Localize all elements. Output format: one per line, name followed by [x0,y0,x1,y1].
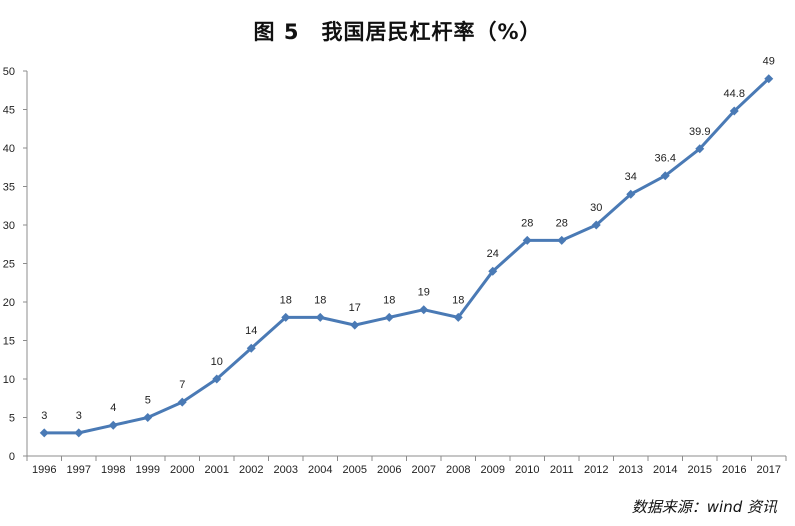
data-point [488,266,498,276]
data-point [143,413,153,422]
y-tick-label: 45 [3,105,15,117]
x-tick-label: 2016 [722,464,746,476]
data-label: 18 [314,294,326,306]
data-label: 10 [211,356,223,368]
x-tick-label: 2010 [515,464,539,476]
x-tick-label: 1998 [101,464,125,476]
y-tick-label: 40 [3,143,15,155]
y-tick-label: 25 [3,259,15,271]
y-tick-label: 15 [3,336,15,348]
y-tick-label: 5 [9,413,15,425]
chart-markers [39,74,774,438]
data-label: 17 [349,302,361,314]
x-tick-label: 2009 [481,464,505,476]
data-label: 28 [521,217,533,229]
data-point [695,144,705,154]
data-point [626,189,636,199]
y-tick-label: 50 [3,66,15,78]
x-tick-label: 2007 [412,464,436,476]
x-tick-label: 2008 [446,464,470,476]
source-note: 数据来源：wind 资讯 [631,498,777,516]
data-point [660,171,670,181]
data-label: 5 [145,395,151,407]
data-point [453,312,463,322]
series-line [44,77,770,435]
data-point [384,312,394,322]
y-tick-label: 30 [3,220,15,232]
data-label: 3 [41,410,47,422]
x-tick-label: 1996 [32,464,56,476]
x-tick-label: 2015 [688,464,712,476]
data-label: 34 [625,171,637,183]
data-point [764,74,774,84]
data-label: 39.9 [689,126,710,138]
data-point [557,235,567,245]
data-label: 36.4 [655,153,676,165]
data-label: 28 [556,217,568,229]
x-tick-label: 2006 [377,464,401,476]
x-tick-label: 2017 [757,464,781,476]
data-label: 4 [110,402,116,414]
x-tick-label: 1999 [136,464,160,476]
data-point [108,420,118,430]
y-tick-label: 20 [3,297,15,309]
data-point [591,220,601,230]
x-tick-label: 2001 [205,464,229,476]
data-label: 24 [487,248,499,260]
chart-title: 图 5 我国居民杠杆率（%） [253,20,542,44]
x-tick-label: 2005 [343,464,367,476]
data-label: 30 [590,202,602,214]
chart-axes [26,71,786,457]
data-point [246,343,256,353]
data-point [419,305,429,315]
x-tick-label: 2002 [239,464,263,476]
x-tick-label: 2013 [619,464,643,476]
data-label: 49 [763,56,775,68]
data-point [729,106,739,116]
y-tick-label: 10 [3,374,15,386]
data-point [522,235,532,245]
data-point [74,428,84,438]
data-label: 19 [418,287,430,299]
data-label: 18 [452,294,464,306]
data-label: 3 [76,410,82,422]
data-label: 44.8 [724,88,745,100]
data-label: 18 [383,294,395,306]
x-tick-label: 2000 [170,464,194,476]
data-label: 18 [280,294,292,306]
x-tick-label: 2014 [653,464,677,476]
x-tick-label: 2004 [308,464,332,476]
data-point [281,312,291,322]
x-tick-label: 2003 [274,464,298,476]
chart-series [44,77,770,435]
data-point [315,312,325,322]
x-axis-ticks: 1996 1997 1998 1999 2000 2001 2002 2003 2004 2005… [26,456,787,476]
data-point [177,397,187,407]
data-point [39,428,49,438]
x-tick-label: 1997 [67,464,91,476]
y-tick-label: 35 [3,182,15,194]
x-tick-label: 2011 [550,464,574,476]
data-point [350,320,360,330]
y-axis-ticks: 0 5 10 15 20 25 30 35 40 45 50 [3,66,27,463]
data-point [212,374,222,384]
y-tick-label: 0 [9,451,15,463]
data-label: 7 [179,379,185,391]
data-label: 14 [245,325,257,337]
x-tick-label: 2012 [584,464,608,476]
